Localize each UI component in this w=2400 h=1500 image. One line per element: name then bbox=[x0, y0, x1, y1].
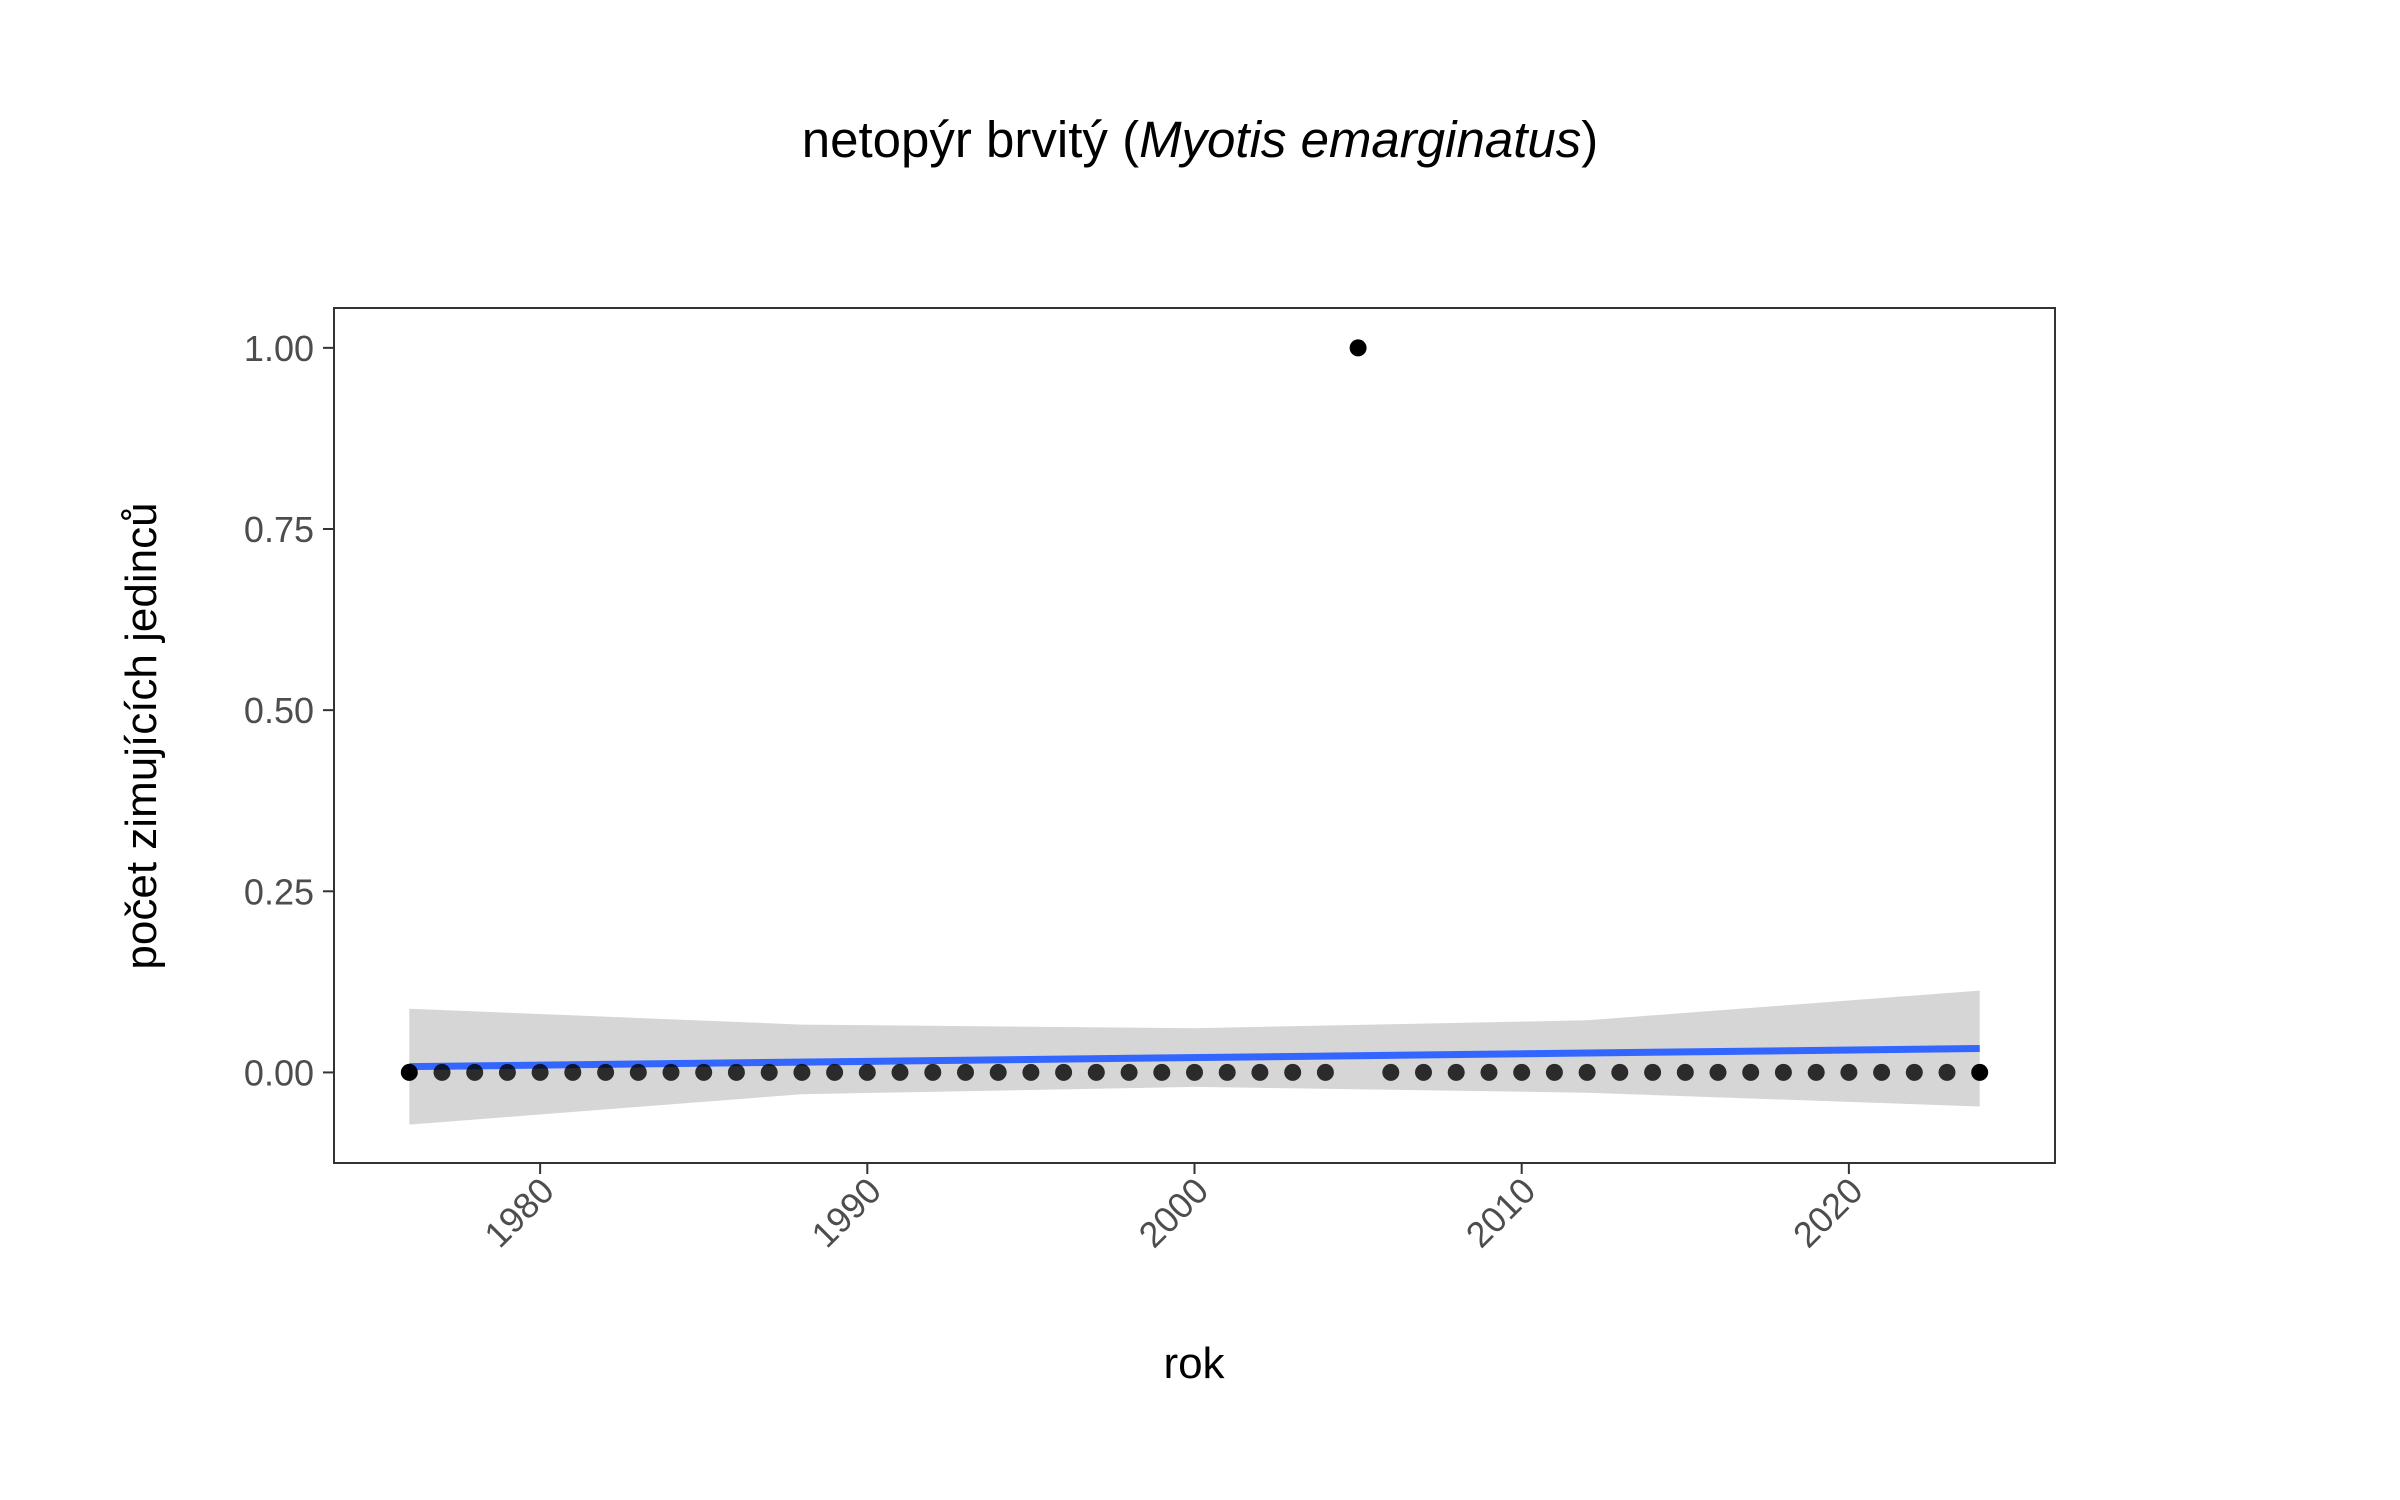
data-point bbox=[629, 1063, 647, 1081]
data-point bbox=[924, 1063, 942, 1081]
data-point bbox=[1447, 1063, 1465, 1081]
data-point bbox=[1415, 1063, 1432, 1081]
data-point bbox=[826, 1063, 844, 1081]
data-point bbox=[466, 1063, 484, 1081]
data-point bbox=[1251, 1063, 1269, 1081]
data-point bbox=[1218, 1063, 1236, 1081]
x-tick-label: 2010 bbox=[1458, 1170, 1544, 1256]
data-point bbox=[1087, 1063, 1105, 1081]
data-point bbox=[1055, 1063, 1073, 1081]
data-point bbox=[1676, 1063, 1694, 1081]
data-point bbox=[858, 1063, 876, 1081]
data-point bbox=[1316, 1063, 1334, 1081]
data-point bbox=[1022, 1063, 1040, 1081]
data-point bbox=[1153, 1063, 1171, 1081]
chart-title-species: Myotis emarginatus bbox=[1139, 111, 1581, 168]
data-point bbox=[1120, 1063, 1138, 1081]
y-tick-label: 0.25 bbox=[244, 871, 314, 912]
data-point bbox=[1611, 1063, 1629, 1081]
data-point bbox=[1938, 1063, 1956, 1081]
data-point bbox=[1905, 1063, 1923, 1081]
x-tick-label: 2020 bbox=[1785, 1170, 1871, 1256]
data-point bbox=[531, 1063, 549, 1081]
data-point bbox=[1349, 339, 1367, 357]
chart-title-suffix: ) bbox=[1581, 111, 1598, 168]
y-axis-title: počet zimujících jedinců bbox=[117, 502, 166, 969]
data-point bbox=[662, 1063, 680, 1081]
data-point bbox=[400, 1063, 418, 1081]
chart-title: netopýr brvitý (Myotis emarginatus) bbox=[802, 111, 1598, 168]
data-point bbox=[1578, 1063, 1596, 1081]
data-point bbox=[1644, 1063, 1662, 1081]
data-point bbox=[1742, 1063, 1760, 1081]
data-point bbox=[1480, 1063, 1498, 1081]
x-tick-label: 2000 bbox=[1131, 1170, 1217, 1256]
data-point bbox=[498, 1063, 516, 1081]
data-point bbox=[1971, 1063, 1989, 1081]
data-point bbox=[1545, 1063, 1563, 1081]
data-point bbox=[433, 1063, 451, 1081]
y-tick-label: 0.75 bbox=[244, 509, 314, 550]
data-point bbox=[1186, 1063, 1203, 1081]
data-point bbox=[1709, 1063, 1727, 1081]
x-tick-label: 1980 bbox=[476, 1170, 562, 1256]
data-point bbox=[891, 1063, 909, 1081]
data-point bbox=[1873, 1063, 1891, 1081]
data-point bbox=[989, 1063, 1007, 1081]
data-point bbox=[793, 1063, 811, 1081]
data-point bbox=[597, 1063, 615, 1081]
data-point bbox=[727, 1063, 745, 1081]
x-tick-label: 1990 bbox=[803, 1170, 889, 1256]
data-point bbox=[1840, 1063, 1858, 1081]
data-point bbox=[760, 1063, 778, 1081]
trend-line bbox=[409, 1045, 1980, 1071]
data-point bbox=[564, 1063, 582, 1081]
data-point bbox=[1774, 1063, 1792, 1081]
x-axis-title: rok bbox=[1163, 1339, 1225, 1388]
y-tick-label: 0.00 bbox=[244, 1052, 314, 1093]
data-point bbox=[1513, 1063, 1531, 1081]
data-point bbox=[695, 1063, 713, 1081]
data-point bbox=[1284, 1063, 1302, 1081]
y-tick-label: 1.00 bbox=[244, 328, 314, 369]
data-point bbox=[1807, 1063, 1825, 1081]
data-point bbox=[957, 1063, 974, 1081]
chart-title-prefix: netopýr brvitý ( bbox=[802, 111, 1139, 168]
y-tick-label: 0.50 bbox=[244, 690, 314, 731]
data-point bbox=[1382, 1063, 1400, 1081]
